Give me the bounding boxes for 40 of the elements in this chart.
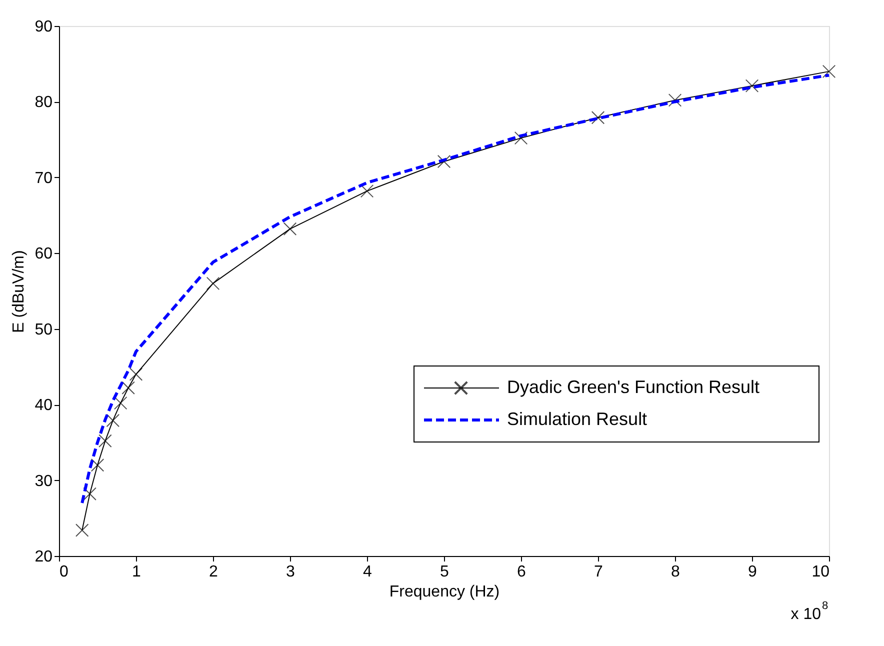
x-tick-label: 10 <box>812 564 830 580</box>
y-tick-label: 60 <box>34 246 53 263</box>
point <box>360 184 374 198</box>
x-tick-label: 8 <box>671 564 680 580</box>
point <box>591 110 605 124</box>
y-tick-label: 50 <box>34 321 53 338</box>
y-tick-label: 80 <box>34 94 53 112</box>
x-axis-title: Frequency (Hz) <box>389 584 500 600</box>
point <box>98 434 112 448</box>
y-tick-label: 90 <box>34 18 53 36</box>
point <box>122 381 135 395</box>
point <box>206 276 220 290</box>
point <box>283 222 297 236</box>
y-tick-label: 40 <box>34 397 53 414</box>
x-tick-label: 9 <box>748 564 758 580</box>
x-tick-label: 5 <box>440 564 450 580</box>
x-tick-label: 0 <box>60 564 68 580</box>
point <box>822 64 836 78</box>
point <box>514 131 528 145</box>
y-axis-title: E (dBuV/m) <box>10 250 28 333</box>
x-tick-label: 2 <box>209 564 218 580</box>
point <box>745 79 759 92</box>
legend-label: Dyadic Green's Function Result <box>507 377 760 397</box>
point <box>114 396 128 410</box>
y-tick-label: 20 <box>34 548 53 566</box>
x-tick-label: 3 <box>286 564 296 580</box>
x-tick-label: 7 <box>594 564 604 580</box>
x-tick-label: 1 <box>132 564 142 580</box>
point <box>90 458 104 472</box>
point <box>106 414 120 428</box>
y-tick-label: 70 <box>34 170 53 187</box>
x-tick-label: 4 <box>363 564 372 580</box>
point <box>668 94 682 107</box>
point <box>129 368 143 381</box>
point <box>437 154 451 168</box>
y-tick-label: 30 <box>34 472 53 490</box>
point <box>75 524 89 537</box>
legend-label: Simulation Result <box>507 409 648 429</box>
point <box>83 487 96 501</box>
x-tick-label: 6 <box>517 564 526 580</box>
